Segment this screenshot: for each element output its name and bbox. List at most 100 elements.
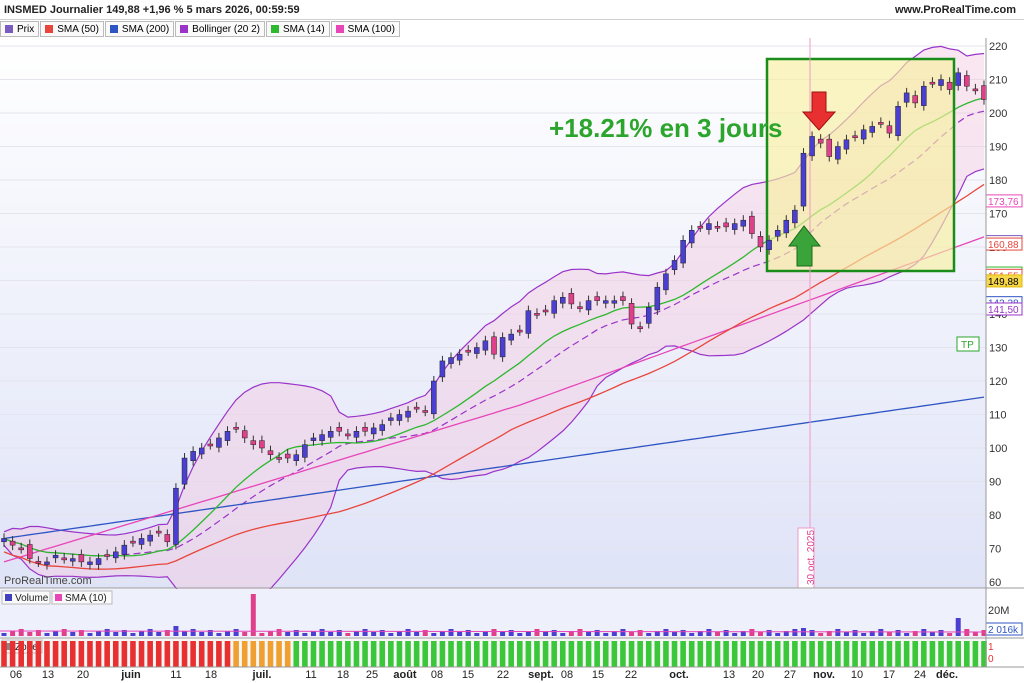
- candle-body: [517, 329, 523, 333]
- zone-bar: [353, 641, 360, 667]
- volume-bar: [319, 629, 325, 636]
- candle-body: [70, 558, 76, 562]
- legend-item[interactable]: SMA (14): [265, 21, 330, 37]
- candle-body: [860, 129, 867, 140]
- candle-body: [9, 540, 16, 546]
- volume-bar: [259, 633, 265, 636]
- candle-body: [198, 447, 205, 455]
- sma50-line: [3, 183, 985, 570]
- legend-item[interactable]: SMA (100): [330, 21, 400, 37]
- candle-body: [723, 222, 729, 228]
- zone-bar: [293, 641, 300, 667]
- zone-bar: [878, 641, 884, 667]
- zone-bar: [267, 641, 274, 667]
- candle-body: [181, 457, 188, 485]
- zone-bar: [525, 641, 532, 667]
- legend-item[interactable]: Prix: [0, 21, 40, 37]
- candle-body: [456, 353, 463, 361]
- candle-body: [190, 451, 196, 461]
- zone-bar: [946, 641, 953, 667]
- zone-bar: [585, 641, 592, 667]
- candle-body: [817, 138, 824, 144]
- candle-body: [826, 138, 833, 157]
- candle-body: [611, 300, 618, 304]
- zone-bar: [448, 641, 454, 667]
- legend-label: Prix: [17, 23, 35, 35]
- candle-body: [508, 333, 514, 341]
- tp-badge: [956, 336, 980, 352]
- candle-body: [895, 106, 901, 137]
- legend-item[interactable]: SMA (50): [40, 21, 104, 37]
- zone-bar: [18, 641, 24, 667]
- legend-item[interactable]: SMA (200): [104, 21, 175, 37]
- volume-bar: [611, 631, 617, 636]
- candle-body: [869, 126, 875, 133]
- legend-swatch: [45, 25, 54, 33]
- candle-body: [568, 292, 575, 305]
- volume-bar: [689, 633, 695, 636]
- volume-badge-label: 2 016k: [988, 625, 1019, 636]
- volume-bar: [972, 632, 978, 636]
- zone-bar: [422, 641, 429, 667]
- x-tick-label: déc.: [936, 669, 958, 681]
- volume-bar: [947, 633, 953, 636]
- volume-bar: [491, 629, 497, 636]
- volume-bar: [285, 632, 291, 636]
- zone-bar: [809, 641, 815, 667]
- candle-body: [835, 146, 841, 160]
- zone-bar: [413, 641, 420, 667]
- zone-bar: [938, 641, 944, 667]
- candle-body: [499, 337, 506, 358]
- zone-bar: [628, 641, 635, 667]
- candle-body: [216, 437, 222, 448]
- zone-bar: [216, 641, 222, 667]
- y-tick-label: 90: [989, 477, 1001, 489]
- zone-bar: [792, 641, 798, 667]
- volume-bar: [740, 631, 746, 636]
- volume-bar: [517, 633, 523, 636]
- volume-bar: [594, 630, 600, 636]
- zone-bar: [671, 641, 678, 667]
- legend-swatch: [109, 25, 118, 33]
- candle-body: [731, 223, 738, 230]
- zone-bar: [706, 641, 712, 667]
- zone-bar: [207, 641, 214, 667]
- volume-bar: [568, 631, 574, 636]
- zone-bar: [173, 641, 179, 667]
- candle-body: [628, 303, 635, 325]
- zone-legend-swatch: [5, 643, 12, 650]
- candle-body: [259, 440, 265, 449]
- volume-bar: [809, 630, 815, 636]
- legend-swatch: [270, 25, 279, 33]
- zone-bar: [456, 641, 463, 667]
- legend-swatch: [5, 25, 13, 33]
- volume-bar: [620, 629, 626, 636]
- zone-bar: [499, 641, 506, 667]
- zone-bar: [362, 641, 368, 667]
- volume-bar: [130, 633, 136, 636]
- volume-bar: [955, 618, 961, 636]
- candle-body: [439, 360, 446, 378]
- volume-bar: [904, 633, 910, 636]
- volume-bar: [10, 631, 16, 636]
- volume-bar: [156, 632, 162, 636]
- volume-bar: [422, 630, 428, 636]
- candle-body: [800, 152, 807, 207]
- volume-bar: [216, 633, 222, 636]
- volume-bar: [207, 630, 213, 636]
- volume-bar: [1, 633, 7, 636]
- x-tick-label: juin: [120, 669, 141, 681]
- x-tick-label: 17: [883, 669, 895, 681]
- zone-bar: [886, 641, 893, 667]
- zone-bar: [233, 641, 239, 667]
- zone-bar: [534, 641, 540, 667]
- zone-bar: [181, 641, 188, 667]
- zone-bar: [516, 641, 523, 667]
- candle-body: [534, 313, 540, 316]
- volume-bar: [44, 633, 50, 636]
- candle-body: [276, 457, 282, 460]
- volume-bar: [293, 630, 299, 636]
- legend-item[interactable]: Bollinger (20 2): [175, 21, 265, 37]
- y-tick-label: 190: [989, 142, 1007, 154]
- site-link[interactable]: www.ProRealTime.com: [894, 4, 1016, 16]
